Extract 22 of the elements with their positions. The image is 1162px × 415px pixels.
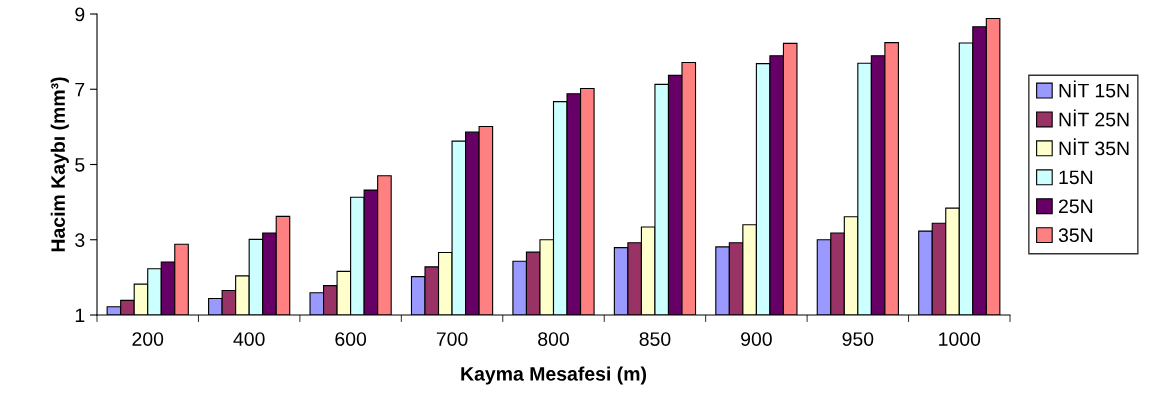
x-tick-label: 700	[436, 332, 468, 346]
legend-label: NİT 25N	[1059, 109, 1129, 127]
x-tick-label: 200	[132, 332, 164, 346]
y-axis-title: Hacim Kaybı (mm³)	[50, 77, 69, 252]
legend-label: 35N	[1058, 228, 1093, 243]
x-tick-label: 1000	[939, 332, 981, 346]
legend-label: 15N	[1059, 170, 1093, 185]
x-tick-label: 900	[741, 332, 772, 346]
x-tick-label: 400	[233, 332, 265, 346]
legend-label: 25N	[1059, 199, 1093, 214]
x-tick-label: 600	[335, 332, 367, 346]
legend-label: NİT 35N	[1059, 138, 1129, 156]
x-axis-title: Kayma Mesafesi (m)	[461, 366, 647, 385]
x-tick-label: 850	[639, 332, 671, 346]
y-tick-label: 5	[75, 158, 85, 172]
y-tick-label: 1	[75, 308, 85, 323]
legend-label: NİT 15N	[1059, 80, 1129, 98]
y-tick-label: 9	[75, 7, 85, 22]
y-tick-label: 7	[75, 82, 85, 97]
x-tick-label: 800	[538, 332, 569, 346]
x-tick-label: 950	[842, 332, 874, 346]
y-tick-label: 3	[75, 233, 85, 247]
